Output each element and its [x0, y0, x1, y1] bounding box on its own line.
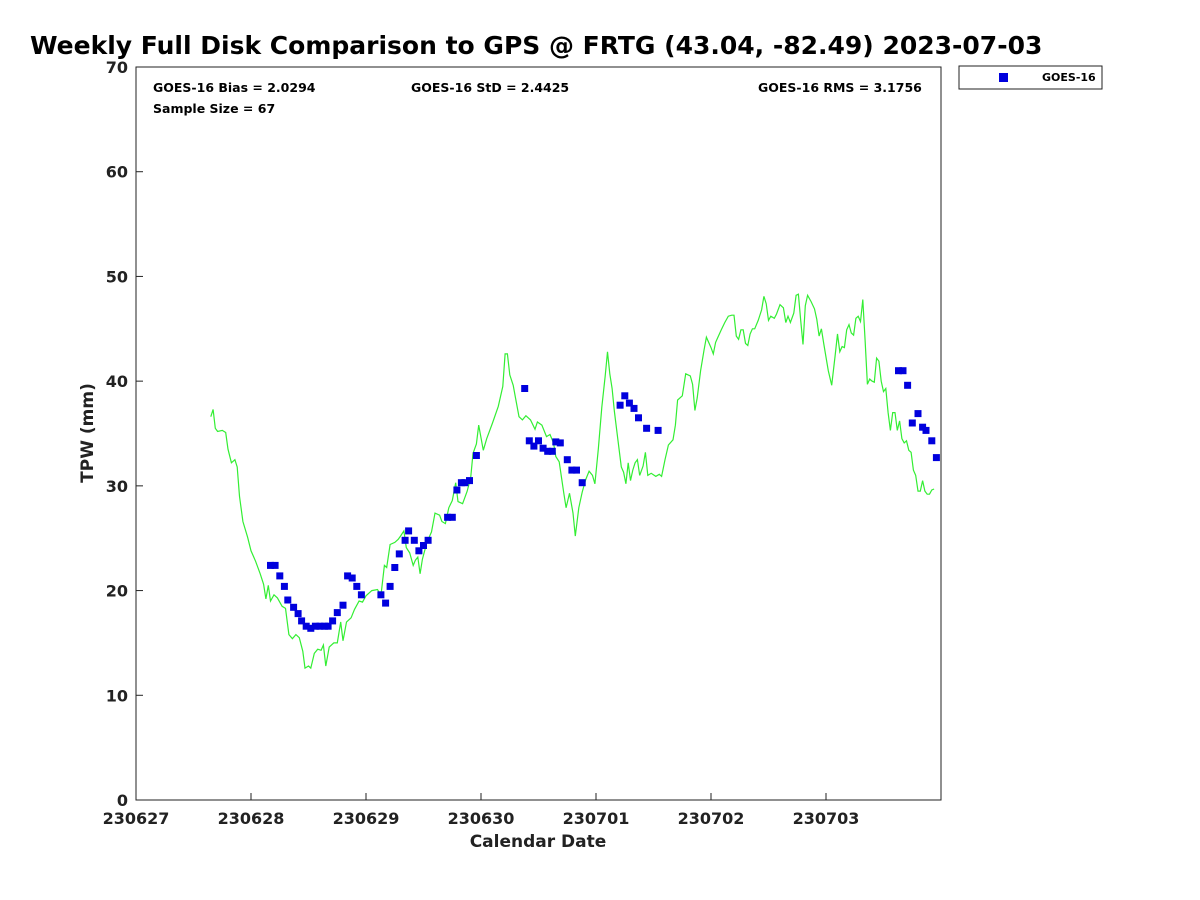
goes16-point	[461, 479, 469, 487]
goes16-point	[578, 479, 586, 487]
goes16-point	[573, 466, 580, 474]
y-tick-label: 30	[106, 477, 128, 496]
plot-area-frame	[135, 66, 942, 801]
goes16-point	[472, 452, 480, 459]
x-tick-label: 230701	[563, 809, 630, 828]
goes16-point	[316, 622, 324, 630]
goes16-point	[563, 456, 571, 464]
goes16-point	[424, 536, 432, 544]
goes16-point	[302, 622, 310, 630]
goes16-point	[401, 536, 409, 544]
y-tick-label: 10	[106, 686, 128, 705]
goes16-point	[899, 367, 907, 375]
x-tick-label: 230630	[448, 809, 515, 828]
goes16-point	[298, 617, 306, 625]
goes16-point	[391, 564, 399, 571]
x-axis-label: Calendar Date	[470, 832, 607, 852]
goes16-points	[267, 367, 940, 632]
goes16-point	[535, 437, 542, 445]
goes16-point	[552, 438, 560, 446]
sample-size-annotation: Sample Size = 67	[153, 101, 275, 116]
goes16-point	[448, 513, 456, 521]
goes16-point	[928, 437, 936, 445]
goes16-point	[616, 401, 624, 409]
legend-marker-goes16	[999, 73, 1008, 82]
goes16-point	[904, 381, 912, 389]
y-axis-ticks: 0 10 20 30 40 50 60 70	[106, 58, 143, 810]
goes16-point	[453, 486, 461, 494]
y-axis-label: TPW (mm)	[78, 383, 98, 483]
goes16-point	[280, 582, 288, 590]
y-tick-label: 20	[106, 582, 128, 601]
goes16-point	[548, 447, 556, 455]
y-tick-label: 40	[106, 372, 128, 391]
goes16-point	[290, 603, 298, 611]
goes16-point	[271, 561, 279, 569]
goes16-point	[654, 426, 662, 434]
statistics-annotations: GOES-16 Bias = 2.0294 GOES-16 StD = 2.44…	[153, 80, 922, 116]
goes16-point	[311, 622, 319, 630]
legend: GOES-16	[958, 65, 1103, 90]
goes16-point	[895, 367, 902, 375]
goes16-point	[294, 610, 302, 618]
goes16-point	[539, 444, 547, 452]
x-tick-label: 230702	[678, 809, 745, 828]
goes16-point	[420, 542, 427, 549]
goes16-point	[276, 572, 284, 580]
x-tick-label: 230628	[218, 809, 285, 828]
y-tick-label: 60	[106, 163, 128, 182]
y-tick-label: 70	[106, 58, 128, 77]
goes16-point	[377, 591, 385, 599]
goes16-point	[621, 392, 629, 400]
goes16-point	[307, 624, 315, 632]
goes16-point	[556, 439, 564, 447]
goes16-point	[353, 582, 361, 590]
goes16-point	[544, 447, 552, 455]
goes16-point	[405, 527, 413, 535]
std-annotation: GOES-16 StD = 2.4425	[411, 80, 569, 95]
goes16-point	[410, 536, 418, 544]
x-axis-ticks: 230627 230628 230629 230630 230701 230702 2307…	[103, 793, 860, 828]
goes16-point	[357, 591, 365, 599]
goes16-point	[324, 622, 332, 630]
goes16-point	[643, 424, 651, 432]
legend-box	[958, 65, 1103, 90]
y-tick-label: 50	[106, 267, 128, 286]
x-tick-label: 230703	[793, 809, 860, 828]
y-tick-label: 0	[117, 791, 128, 810]
goes16-point	[333, 609, 341, 617]
goes16-point	[568, 466, 576, 474]
goes16-point	[415, 547, 423, 555]
goes16-point	[932, 454, 940, 462]
goes16-point	[284, 596, 292, 604]
goes16-point	[348, 574, 356, 582]
goes16-point	[630, 404, 638, 412]
goes16-point	[908, 419, 916, 427]
chart-title: Weekly Full Disk Comparison to GPS @ FRT…	[30, 31, 1042, 60]
bias-annotation: GOES-16 Bias = 2.0294	[153, 80, 316, 95]
goes16-point	[625, 399, 633, 407]
goes16-point	[344, 572, 352, 580]
goes16-point	[386, 582, 394, 590]
rms-annotation: GOES-16 RMS = 3.1756	[758, 80, 922, 95]
goes16-point	[395, 550, 403, 558]
goes16-point	[267, 561, 274, 569]
goes16-point	[530, 442, 538, 450]
legend-label-goes16: GOES-16	[1042, 71, 1096, 84]
x-tick-label: 230627	[103, 809, 170, 828]
goes16-point	[329, 617, 337, 625]
goes16-point	[444, 513, 452, 521]
goes16-point	[339, 601, 347, 609]
x-tick-label: 230629	[333, 809, 400, 828]
goes16-point	[922, 426, 930, 434]
goes16-point	[521, 385, 529, 392]
goes16-point	[466, 477, 473, 485]
goes16-point	[635, 414, 642, 422]
goes16-point	[382, 599, 390, 607]
goes16-point	[525, 437, 533, 445]
goes16-point	[914, 410, 922, 418]
gps-tpw-line	[210, 293, 935, 670]
